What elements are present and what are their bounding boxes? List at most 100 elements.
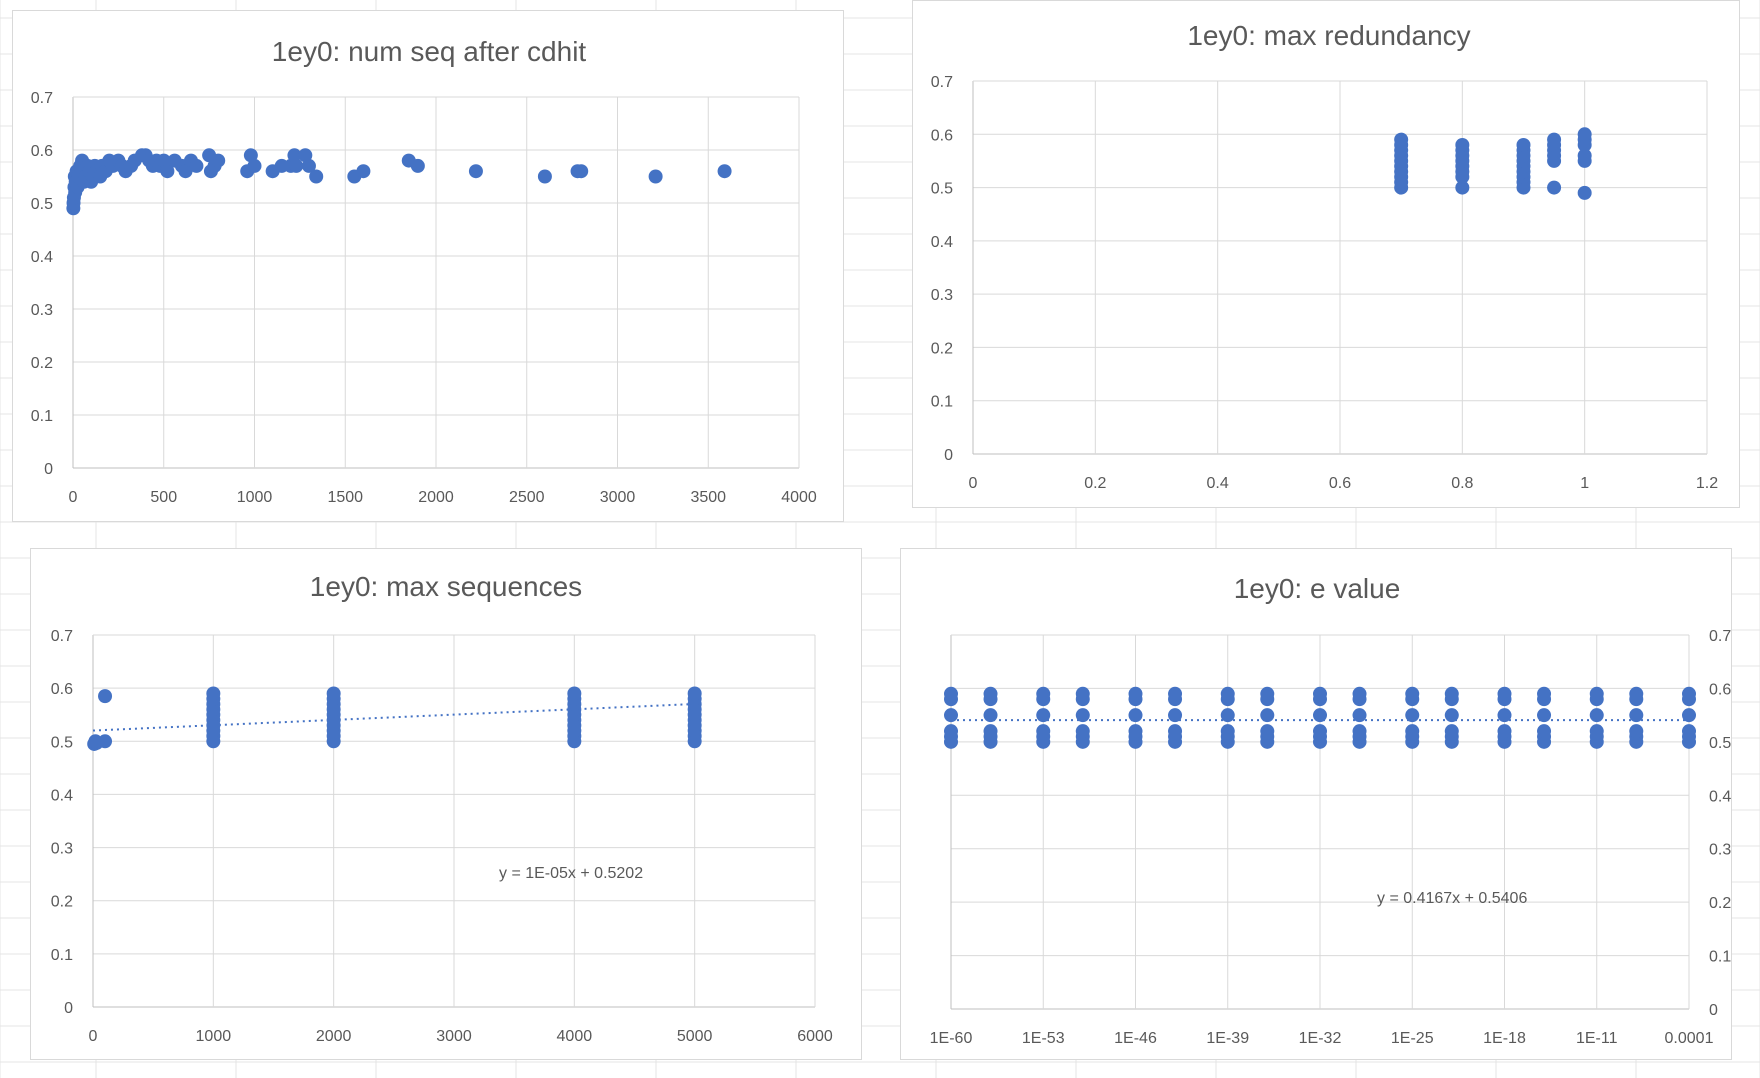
data-point: [1168, 724, 1183, 739]
y-tick-label: 0: [64, 1000, 73, 1017]
data-point: [983, 686, 998, 701]
data-point: [1577, 127, 1592, 142]
x-tick-label: 3000: [436, 1028, 472, 1045]
data-point: [98, 734, 113, 749]
data-point: [1577, 148, 1592, 163]
x-tick-label: 1E-39: [1206, 1030, 1249, 1047]
x-tick-label: 1: [1580, 475, 1589, 492]
x-tick-label: 1E-53: [1022, 1030, 1065, 1047]
x-tick-label: 1E-46: [1114, 1030, 1157, 1047]
data-point: [1629, 708, 1644, 723]
x-tick-label: 1500: [327, 489, 363, 506]
data-point: [189, 158, 204, 173]
x-tick-label: 1E-60: [930, 1030, 973, 1047]
y-tick-label: 0.3: [1709, 842, 1731, 859]
y-tick-label: 0.3: [31, 302, 53, 319]
data-point: [1537, 724, 1552, 739]
y-tick-label: 0.2: [1709, 895, 1731, 912]
y-tick-label: 0.3: [51, 841, 73, 858]
chart-e-value-plot: 1ey0: e value 0 0.1 0.2 0.3 0.4 0.5 0.6 0.7 1E-6…: [930, 573, 1732, 1047]
data-point: [298, 148, 313, 163]
data-point: [1128, 724, 1143, 739]
chart-max-redundancy[interactable]: 1ey0: max redundancy 0 0.1 0.2 0.3 0.4 0.5 0.6…: [912, 0, 1740, 508]
data-point: [1455, 180, 1470, 195]
data-point: [1682, 708, 1696, 723]
data-point: [1589, 724, 1604, 739]
data-point: [944, 724, 958, 739]
chart-title: 1ey0: max sequences: [310, 571, 582, 602]
x-tick-label: 500: [150, 489, 177, 506]
chart-max-sequences-plot: 1ey0: max sequences 0 0.1 0.2 0.3 0.4 0.5 0.6 0…: [51, 571, 833, 1045]
y-tick-label: 0.6: [31, 143, 53, 160]
data-point: [160, 164, 175, 179]
data-point: [1405, 708, 1420, 723]
data-point: [1629, 686, 1644, 701]
x-tick-label: 1000: [196, 1028, 232, 1045]
chart-max-redundancy-plot: 1ey0: max redundancy 0 0.1 0.2 0.3 0.4 0.5 0.6…: [931, 20, 1718, 492]
y-tick-label: 0.6: [1709, 681, 1731, 698]
y-tick-label: 0.7: [31, 90, 53, 107]
x-tick-label: 0: [89, 1028, 98, 1045]
data-point: [1589, 686, 1604, 701]
y-tick-label: 0.2: [31, 355, 53, 372]
chart-title: 1ey0: num seq after cdhit: [272, 36, 587, 67]
data-point: [1313, 724, 1327, 739]
x-tick-label: 0.4: [1207, 475, 1229, 492]
y-tick-label: 0: [44, 461, 53, 478]
data-point: [1577, 185, 1592, 200]
y-tick-label: 0: [1709, 1002, 1718, 1019]
data-point: [287, 148, 302, 163]
x-tick-label: 0.2: [1084, 475, 1106, 492]
data-point: [178, 164, 193, 179]
data-point: [1220, 686, 1235, 701]
data-point: [1352, 724, 1367, 739]
data-point: [1352, 708, 1367, 723]
x-tick-label: 4000: [781, 489, 817, 506]
x-tick-label: 4000: [557, 1028, 593, 1045]
x-tick-label: 5000: [677, 1028, 713, 1045]
data-point: [1455, 137, 1470, 152]
data-point: [1444, 724, 1459, 739]
x-tick-label: 0.0001: [1665, 1030, 1714, 1047]
y-tick-label: 0.1: [51, 947, 73, 964]
chart-num-seq-after-cdhit[interactable]: 1ey0: num seq after cdhit 0 0.1 0.2 0.3 0.4 0…: [12, 10, 844, 522]
chart-num-seq-after-cdhit-plot: 1ey0: num seq after cdhit 0 0.1 0.2 0.3 0.4 0…: [31, 36, 817, 506]
x-tick-label: 3500: [690, 489, 726, 506]
chart-e-value[interactable]: 1ey0: e value 0 0.1 0.2 0.3 0.4 0.5 0.6 0.7 1E-6…: [900, 548, 1732, 1060]
data-point: [1313, 686, 1327, 701]
data-point: [1547, 180, 1562, 195]
data-point: [1168, 686, 1183, 701]
x-tick-label: 2000: [316, 1028, 352, 1045]
x-tick-label: 1E-18: [1483, 1030, 1526, 1047]
data-point: [983, 724, 998, 739]
data-point: [301, 158, 316, 173]
y-tick-label: 0: [944, 447, 953, 464]
data-point: [1036, 724, 1051, 739]
data-point: [687, 686, 702, 701]
y-tick-label: 0.7: [1709, 628, 1731, 645]
data-point: [1036, 686, 1051, 701]
y-tick-label: 0.2: [931, 340, 953, 357]
data-point: [206, 686, 221, 701]
chart-max-sequences[interactable]: 1ey0: max sequences 0 0.1 0.2 0.3 0.4 0.5 0.6 0…: [30, 548, 862, 1060]
data-point: [983, 708, 998, 723]
data-point: [1516, 137, 1531, 152]
x-tick-label: 6000: [797, 1028, 833, 1045]
data-point: [1405, 686, 1420, 701]
data-point: [574, 164, 589, 179]
data-point: [567, 686, 582, 701]
data-point: [309, 169, 324, 184]
data-point: [1537, 686, 1552, 701]
y-tick-label: 0.2: [51, 894, 73, 911]
x-tick-label: 2000: [418, 489, 454, 506]
y-tick-label: 0.5: [1709, 735, 1731, 752]
y-tick-label: 0.1: [1709, 949, 1731, 966]
data-point: [326, 686, 341, 701]
data-point: [1128, 708, 1143, 723]
y-tick-label: 0.4: [31, 249, 53, 266]
data-point: [1313, 708, 1327, 723]
x-tick-label: 1E-11: [1576, 1030, 1618, 1047]
y-tick-label: 0.7: [931, 74, 953, 91]
data-point: [944, 686, 958, 701]
trendline: [92, 702, 695, 732]
